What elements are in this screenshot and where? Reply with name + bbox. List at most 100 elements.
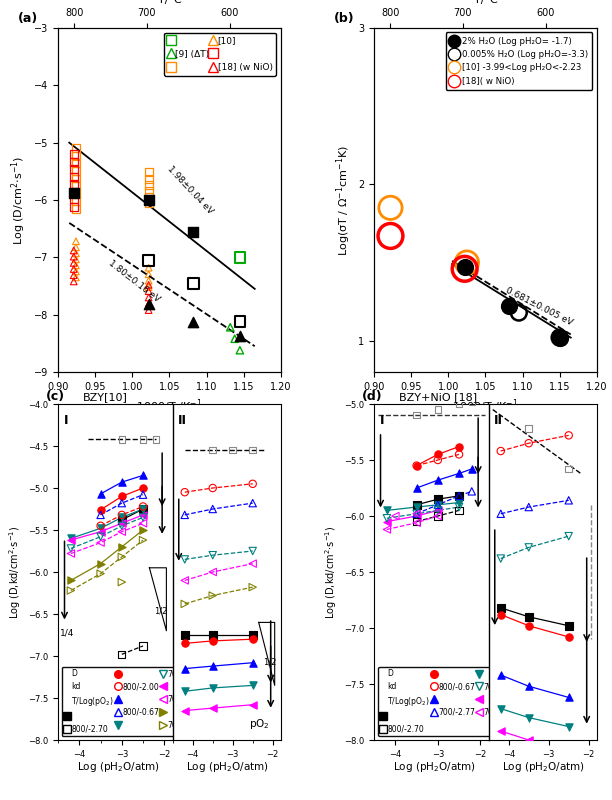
Text: (c): (c) [46, 390, 65, 403]
Point [188, 315, 198, 328]
Point [412, 516, 422, 529]
Text: Log (pH$_2$O/atm): Log (pH$_2$O/atm) [393, 760, 476, 774]
Point [69, 201, 78, 214]
Point [524, 734, 534, 746]
Point [71, 165, 81, 178]
Point [66, 547, 76, 560]
Point [144, 278, 154, 291]
Point [248, 633, 258, 646]
Point [144, 172, 154, 185]
Point [454, 501, 464, 514]
Legend: D, kd, T/Log(pO$_2$), , 800/-2.70, , 800/-2.00, , 800/-0.67, , 700/-2.77, , 700/: D, kd, T/Log(pO$_2$), , 800/-2.70, , 800… [62, 666, 207, 736]
Point [433, 504, 442, 517]
Text: 1.98±0.04 eV: 1.98±0.04 eV [166, 165, 215, 216]
Point [524, 711, 534, 724]
Point [138, 488, 148, 501]
Point [433, 474, 442, 486]
Point [71, 259, 81, 272]
Point [433, 493, 442, 506]
Point [180, 598, 190, 610]
Point [208, 682, 218, 694]
Point [117, 519, 127, 532]
Legend: 2% H₂O (Log pH₂O= -1.7), 0.005% H₂O (Log pH₂O=-3.3), [10] -3.99<Log pH₂O<-2.23, : 2% H₂O (Log pH₂O= -1.7), 0.005% H₂O (Log… [446, 32, 592, 90]
Point [66, 532, 76, 545]
Text: Log (pH$_2$O/atm): Log (pH$_2$O/atm) [186, 760, 269, 774]
Y-axis label: Log (D,kd/cm$^{2}$$\cdot$s$^{-1}$): Log (D,kd/cm$^{2}$$\cdot$s$^{-1}$) [7, 526, 23, 618]
Point [66, 534, 76, 546]
Point [138, 433, 148, 446]
Point [95, 536, 105, 549]
Point [180, 574, 190, 587]
Point [433, 498, 442, 511]
Point [454, 448, 464, 461]
Point [496, 608, 506, 621]
Point [117, 514, 127, 526]
Point [95, 522, 105, 534]
Point [71, 253, 81, 266]
Point [554, 331, 564, 344]
Point [144, 194, 154, 206]
Point [180, 704, 190, 717]
Point [460, 261, 469, 274]
Point [117, 509, 127, 522]
Point [188, 277, 198, 290]
Point [180, 637, 190, 650]
Point [138, 502, 148, 515]
Point [69, 193, 78, 206]
Text: 1/2: 1/2 [263, 658, 276, 666]
Point [524, 437, 534, 450]
Text: 1.80±0.16 eV: 1.80±0.16 eV [106, 258, 161, 304]
Point [95, 503, 105, 516]
Point [70, 186, 80, 199]
Point [117, 576, 127, 589]
Point [66, 542, 76, 555]
Point [564, 530, 573, 542]
Point [412, 507, 422, 520]
Point [138, 523, 148, 536]
Point [180, 629, 190, 642]
Point [208, 502, 218, 515]
Point [71, 241, 81, 254]
Point [69, 178, 78, 190]
Point [208, 702, 218, 714]
X-axis label: 1000/T /K$^{-1}$: 1000/T /K$^{-1}$ [452, 398, 518, 415]
Point [144, 291, 154, 304]
Point [496, 552, 506, 565]
Point [412, 501, 422, 514]
Point [144, 274, 154, 287]
Point [95, 526, 105, 538]
Point [69, 269, 78, 282]
Text: 1/2: 1/2 [154, 607, 167, 616]
Point [208, 634, 218, 647]
Point [524, 501, 534, 514]
Point [117, 541, 127, 554]
Text: Log (pH$_2$O/atm): Log (pH$_2$O/atm) [502, 760, 584, 774]
Point [454, 440, 464, 453]
Point [69, 244, 78, 257]
Point [144, 262, 154, 274]
Text: II: II [178, 414, 187, 427]
Point [95, 519, 105, 532]
Point [144, 190, 154, 203]
Point [117, 433, 127, 446]
Point [412, 459, 422, 472]
Point [386, 202, 395, 214]
Point [180, 509, 190, 522]
Point [144, 285, 154, 298]
Point [144, 268, 154, 281]
Point [496, 725, 506, 738]
Point [144, 197, 154, 210]
Text: 0.681±0.005 eV: 0.681±0.005 eV [504, 286, 574, 327]
Text: 1/4: 1/4 [60, 628, 75, 637]
Point [71, 202, 81, 215]
Point [138, 509, 148, 522]
Point [180, 685, 190, 698]
Point [138, 511, 148, 524]
Point [564, 742, 573, 755]
Point [138, 639, 148, 652]
Point [235, 344, 245, 357]
Point [138, 517, 148, 530]
Point [144, 298, 154, 310]
Point [248, 679, 258, 692]
Point [496, 445, 506, 458]
